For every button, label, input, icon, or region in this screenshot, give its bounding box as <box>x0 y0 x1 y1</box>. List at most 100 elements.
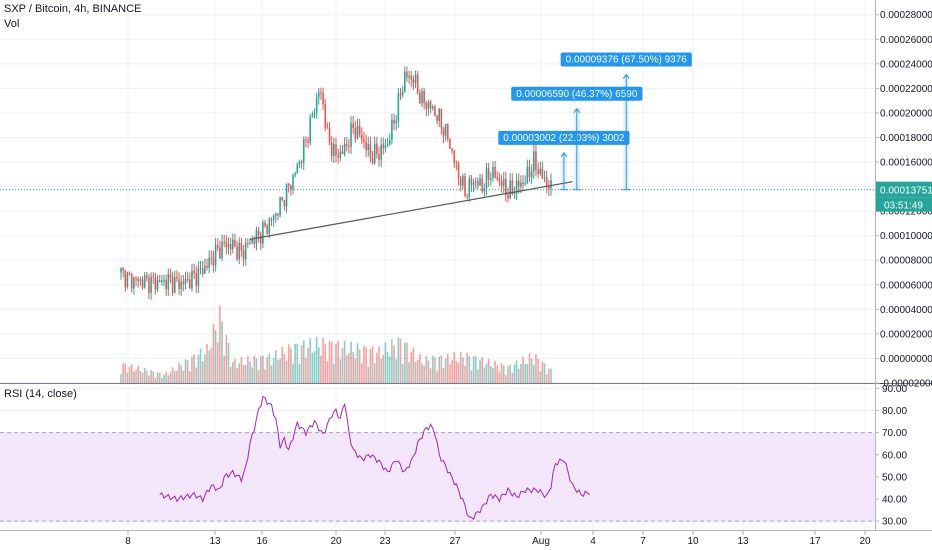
volume-bar <box>522 356 524 383</box>
candle-body <box>371 158 374 164</box>
volume-bar <box>393 345 395 383</box>
volume-bar <box>498 371 501 383</box>
candle-body <box>345 143 348 146</box>
candle-body <box>180 281 182 289</box>
candle-body <box>204 265 206 274</box>
candle-body <box>533 151 535 172</box>
candle-body <box>455 162 458 164</box>
volume-bar <box>249 361 251 383</box>
candle-body <box>459 178 462 186</box>
candle-body <box>369 144 372 159</box>
volume-bar <box>184 359 187 383</box>
volume-bar <box>279 358 281 383</box>
candle-body <box>169 274 172 278</box>
volume-bar <box>210 348 213 383</box>
volume-bar <box>197 354 200 383</box>
volume-bar <box>388 356 391 383</box>
candle-body <box>479 178 481 186</box>
candle-body <box>214 245 217 266</box>
price-tick-label: 0.00020000 <box>880 108 932 119</box>
candle-body <box>356 126 359 139</box>
time-tick-label: 20 <box>330 536 342 547</box>
volume-bar <box>341 348 344 383</box>
candle-body <box>322 92 324 105</box>
candle-body <box>380 144 382 160</box>
price-tick-label: -0.00002000 <box>880 379 932 390</box>
volume-bar <box>350 341 352 383</box>
candle-body <box>311 115 314 118</box>
candle-body <box>186 278 189 280</box>
time-tick-label: 23 <box>379 536 391 547</box>
volume-bar <box>333 363 335 383</box>
last-price-value: 0.00013751 <box>880 186 932 197</box>
rsi-axis[interactable]: 90.00 80.00 70.00 60.00 50.00 40.00 30.00 <box>875 384 907 528</box>
candle-body <box>167 274 170 290</box>
candle-body <box>361 134 363 140</box>
measure-label: 0.00006590 (46.37%) 6590 <box>516 89 638 100</box>
candle-body <box>412 79 415 84</box>
measure-tools[interactable]: 0.00003002 (22.03%) 3002 0.00006590 (46.3… <box>498 52 692 191</box>
candle-body <box>238 242 241 260</box>
candle-body <box>130 274 133 289</box>
volume-bar <box>182 370 185 383</box>
candle-body <box>485 168 488 189</box>
rsi-legend[interactable]: RSI (14, close) <box>4 388 77 400</box>
volume-bar <box>343 340 346 383</box>
candle-body <box>341 151 344 154</box>
candle-body <box>171 277 174 293</box>
candle-body <box>232 239 234 250</box>
candle-body <box>423 90 425 104</box>
candle-body <box>208 257 210 268</box>
volume-bar <box>313 350 316 383</box>
candle-body <box>537 169 539 174</box>
symbol-legend[interactable]: SXP / Bitcoin, 4h, BINANCE <box>4 3 142 15</box>
candle-body <box>296 164 299 174</box>
candle-body <box>520 182 522 187</box>
measure-arrow-head <box>573 107 581 114</box>
volume-bar <box>130 364 133 383</box>
candle-body <box>425 103 428 109</box>
candle-body <box>262 222 264 244</box>
volume-bar <box>481 356 483 383</box>
time-axis[interactable]: 8 13 16 20 23 27 Aug 4 7 10 13 17 20 <box>125 531 871 547</box>
candle-body <box>543 177 546 179</box>
candle-body <box>249 242 251 244</box>
volume-bar <box>526 363 529 383</box>
volume-bar <box>296 343 299 383</box>
candle-body <box>264 222 266 226</box>
volume-bar <box>328 340 331 383</box>
volume-bar <box>515 360 518 383</box>
candle-body <box>442 127 445 136</box>
volume-bar <box>167 375 170 383</box>
volume-bar <box>530 358 533 383</box>
time-tick-label: 13 <box>209 536 221 547</box>
candle-body <box>535 151 537 170</box>
volume-bar <box>178 363 180 383</box>
volume-bar <box>266 357 268 383</box>
volume-bar <box>264 369 266 383</box>
candle-body <box>143 275 146 288</box>
volume-legend[interactable]: Vol <box>4 18 20 30</box>
price-axis[interactable]: 0.00028000 0.00026000 0.00024000 0.00022000… <box>875 10 932 390</box>
volume-bar <box>141 372 144 383</box>
candle-body <box>335 144 337 156</box>
volume-bar <box>287 344 290 383</box>
candle-body <box>156 280 159 290</box>
volume-bar <box>345 355 348 383</box>
volume-bar <box>423 365 425 383</box>
candle-body <box>376 143 378 154</box>
candle-body <box>393 119 395 124</box>
volume-bar <box>449 364 451 383</box>
volume-bar <box>429 368 432 383</box>
volume-bar <box>148 375 150 383</box>
trendline[interactable] <box>249 181 573 240</box>
volume-bar <box>270 365 273 383</box>
candle-body <box>438 108 440 122</box>
volume-bar <box>537 358 539 383</box>
measure-arrow-head <box>560 151 568 158</box>
candle-body <box>490 178 492 180</box>
candle-body <box>513 193 516 195</box>
volume-bars <box>120 305 552 383</box>
candle-body <box>530 171 533 178</box>
